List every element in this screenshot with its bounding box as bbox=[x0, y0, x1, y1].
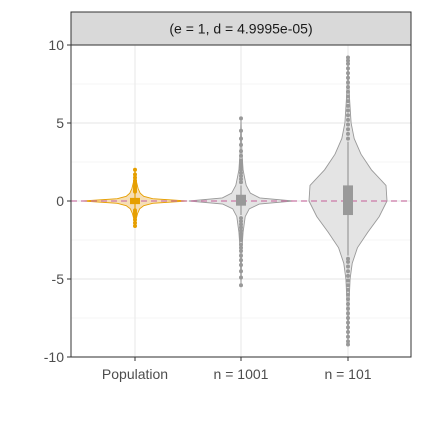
outlier-point bbox=[239, 253, 243, 258]
outlier-point bbox=[239, 222, 243, 227]
outlier-point bbox=[346, 94, 350, 99]
x-tick-label: n = 1001 bbox=[214, 366, 269, 382]
outlier-point bbox=[133, 178, 137, 183]
outlier-point bbox=[239, 275, 243, 280]
outlier-point bbox=[239, 116, 243, 121]
outlier-point bbox=[239, 283, 243, 288]
outlier-point bbox=[346, 316, 350, 320]
outlier-point bbox=[239, 238, 243, 242]
outlier-point bbox=[346, 320, 350, 325]
outlier-point bbox=[346, 117, 350, 122]
outlier-point bbox=[346, 311, 350, 316]
outlier-point bbox=[239, 225, 243, 230]
outlier-point bbox=[133, 220, 137, 225]
outlier-point bbox=[239, 242, 243, 247]
outlier-point bbox=[346, 75, 350, 80]
outlier-point bbox=[346, 55, 350, 60]
outlier-point bbox=[346, 306, 350, 311]
y-tick-label: 10 bbox=[48, 37, 64, 53]
outlier-point bbox=[133, 223, 137, 228]
outlier-point bbox=[346, 269, 350, 274]
outlier-point bbox=[346, 287, 350, 292]
y-tick-label: -10 bbox=[44, 349, 64, 365]
outlier-point bbox=[346, 71, 350, 76]
outlier-point bbox=[346, 136, 350, 141]
outlier-point bbox=[346, 278, 350, 283]
y-tick-label: -5 bbox=[52, 271, 65, 287]
outlier-point bbox=[239, 177, 243, 182]
outlier-point bbox=[346, 122, 350, 127]
outlier-point bbox=[346, 334, 350, 339]
outlier-point bbox=[346, 85, 350, 90]
outlier-point bbox=[239, 128, 243, 133]
outlier-point bbox=[239, 234, 243, 239]
outlier-point bbox=[346, 342, 350, 347]
outlier-point bbox=[346, 283, 350, 288]
facet-strip: (e = 1, d = 4.9995e-05) bbox=[70, 11, 412, 46]
outlier-point bbox=[346, 108, 350, 113]
x-tick-label: n = 101 bbox=[324, 366, 371, 382]
x-axis: Population n = 1001 n = 101 bbox=[102, 357, 372, 382]
outlier-point bbox=[346, 66, 350, 71]
y-axis: -10 -5 0 5 10 bbox=[44, 37, 71, 365]
outlier-point bbox=[239, 149, 243, 154]
outlier-point bbox=[239, 167, 243, 172]
outlier-point bbox=[133, 217, 137, 222]
outlier-point bbox=[239, 158, 243, 163]
outlier-point bbox=[346, 61, 350, 66]
outlier-point bbox=[239, 136, 243, 141]
facet-strip-label: (e = 1, d = 4.9995e-05) bbox=[169, 21, 312, 37]
outlier-point bbox=[346, 89, 350, 94]
outlier-point bbox=[346, 339, 350, 344]
outlier-point bbox=[133, 175, 137, 180]
outlier-point bbox=[239, 219, 243, 224]
x-tick-label: Population bbox=[102, 366, 168, 382]
outlier-point bbox=[346, 58, 350, 63]
outlier-point bbox=[239, 269, 243, 274]
outlier-point bbox=[239, 161, 243, 166]
outlier-point bbox=[346, 330, 350, 335]
outlier-point bbox=[346, 103, 350, 108]
outlier-point bbox=[346, 127, 350, 132]
outlier-point bbox=[239, 262, 243, 267]
outlier-point bbox=[239, 228, 243, 233]
points-layer bbox=[133, 55, 350, 347]
outlier-point bbox=[239, 142, 243, 147]
outlier-point bbox=[239, 231, 243, 236]
outlier-point bbox=[346, 99, 350, 104]
outlier-point bbox=[239, 216, 243, 221]
outlier-point bbox=[239, 153, 243, 158]
outlier-point bbox=[239, 180, 243, 185]
y-tick-label: 5 bbox=[56, 115, 64, 131]
outlier-point bbox=[346, 259, 350, 264]
outlier-point bbox=[346, 292, 350, 297]
outlier-point bbox=[346, 301, 350, 306]
outlier-point bbox=[239, 258, 243, 263]
box-layer bbox=[130, 141, 353, 256]
outlier-point bbox=[239, 164, 243, 169]
outlier-point bbox=[239, 170, 243, 175]
box-body bbox=[343, 185, 353, 216]
outlier-point bbox=[133, 167, 137, 172]
outlier-point bbox=[346, 256, 350, 261]
outlier-point bbox=[133, 181, 137, 186]
facet-strip-background bbox=[70, 11, 412, 46]
outlier-point bbox=[239, 174, 243, 179]
outlier-point bbox=[346, 325, 350, 330]
outlier-point bbox=[346, 80, 350, 85]
outlier-point bbox=[346, 264, 350, 269]
outlier-point bbox=[133, 208, 137, 213]
outlier-point bbox=[239, 248, 243, 253]
outlier-point bbox=[346, 113, 350, 118]
outlier-point bbox=[346, 297, 350, 302]
outlier-point bbox=[346, 273, 350, 278]
y-tick-label: 0 bbox=[56, 193, 64, 209]
outlier-point bbox=[239, 245, 243, 250]
outlier-point bbox=[133, 172, 137, 177]
outlier-point bbox=[346, 131, 350, 136]
